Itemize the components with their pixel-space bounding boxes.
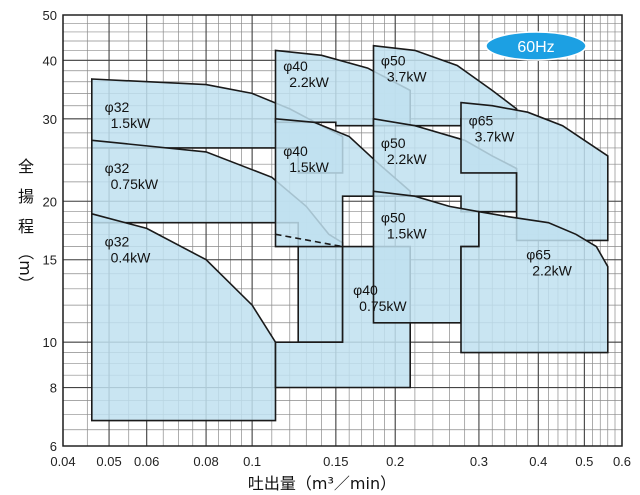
x-tick-label: 0.2: [386, 454, 404, 469]
zone-label-diameter: φ40: [283, 58, 308, 74]
transition-dashed-line: [275, 233, 343, 248]
y-axis-title-char-2: 揚: [18, 187, 34, 206]
x-tick-label: 0.4: [529, 454, 547, 469]
zone-label-diameter: φ40: [353, 282, 378, 298]
zone-label-diameter: φ50: [381, 135, 406, 151]
zone-label-power: 2.2kW: [387, 151, 427, 167]
y-tick-label: 30: [43, 112, 57, 127]
y-tick-label: 15: [43, 253, 57, 268]
zone-label-power: 1.5kW: [111, 115, 151, 131]
y-tick-label: 40: [43, 53, 57, 68]
zone-label-power: 1.5kW: [387, 226, 427, 242]
zone-phi32-0.4kW: [91, 212, 277, 422]
zone-label-diameter: φ32: [105, 234, 130, 250]
zone-label-power: 0.4kW: [111, 250, 151, 266]
zone-label-diameter: φ65: [469, 113, 494, 129]
x-tick-label: 0.08: [193, 454, 218, 469]
zone-label-power: 1.5kW: [289, 159, 329, 175]
frequency-badge: 60Hz: [485, 31, 587, 61]
zone-labels: φ321.5kWφ320.75kWφ320.4kWφ402.2kWφ401.5k…: [105, 53, 573, 315]
zone-label-diameter: φ50: [381, 53, 406, 69]
x-tick-label: 0.1: [243, 454, 261, 469]
zone-label-diameter: φ40: [283, 143, 308, 159]
zone-label-power: 3.7kW: [475, 129, 515, 145]
y-axis-title-char-1: 全: [18, 157, 34, 176]
performance-zones: [91, 44, 609, 422]
x-axis-title: 吐出量（m³／min）: [248, 474, 396, 493]
x-tick-label: 0.04: [50, 454, 75, 469]
y-tick-label: 8: [50, 381, 57, 396]
zone-phi65-2.2kW: [460, 210, 609, 354]
x-tick-label: 0.5: [575, 454, 593, 469]
x-tick-label: 0.15: [323, 454, 348, 469]
y-tick-label: 6: [50, 439, 57, 454]
zone-label-diameter: φ50: [381, 210, 406, 226]
zone-label-power: 0.75kW: [359, 298, 407, 314]
frequency-badge-text: 60Hz: [517, 39, 554, 56]
zone-label-diameter: φ32: [105, 160, 130, 176]
y-axis-title-char-3: 程: [18, 217, 34, 236]
zone-label-power: 2.2kW: [532, 263, 572, 279]
frequency-badge-shape: [485, 31, 587, 61]
zone-label-power: 0.75kW: [111, 176, 159, 192]
x-tick-label: 0.06: [134, 454, 159, 469]
zone-label-diameter: φ65: [526, 247, 551, 263]
plot-frame: [62, 14, 623, 447]
x-tick-label: 0.6: [613, 454, 631, 469]
y-tick-label: 50: [43, 8, 57, 23]
y-axis-title: 全 揚 程 （m）: [16, 157, 35, 292]
x-tick-label: 0.05: [96, 454, 121, 469]
y-tick-label: 10: [43, 335, 57, 350]
zone-label-power: 3.7kW: [387, 69, 427, 85]
x-tick-label: 0.3: [470, 454, 488, 469]
axis-tick-labels: 0.04 0.05 0.06 0.08 0.1 0.15 0.2 0.3 0.4 0.5 0.6 6 8…: [43, 8, 632, 469]
y-axis-title-unit: （m）: [16, 244, 35, 292]
zone-label-diameter: φ32: [105, 99, 130, 115]
y-tick-label: 20: [43, 194, 57, 209]
zone-phi65-3.7kW: [460, 101, 609, 242]
zone-label-power: 2.2kW: [289, 74, 329, 90]
